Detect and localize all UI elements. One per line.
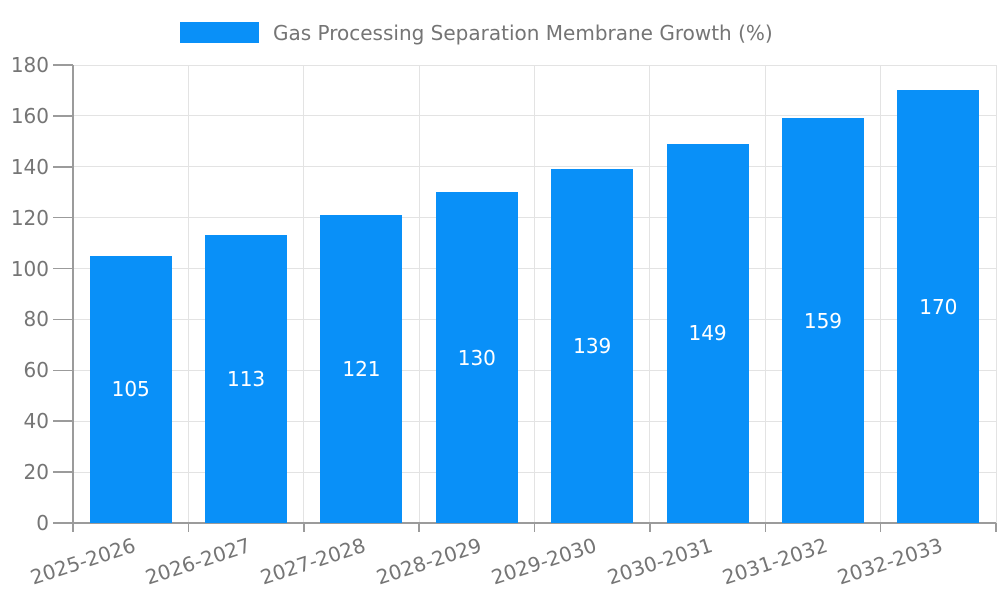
bar-value-label: 139 <box>573 334 612 359</box>
x-tick-label: 2025-2026 <box>27 533 139 590</box>
y-tick-label: 60 <box>23 358 49 383</box>
x-axis-tick <box>303 523 305 532</box>
x-gridline <box>534 65 535 523</box>
x-tick-label: 2027-2028 <box>257 533 369 590</box>
y-axis-tick <box>53 115 73 117</box>
y-axis-line <box>72 65 74 532</box>
bar-value-label: 105 <box>111 377 150 402</box>
x-axis-tick <box>187 523 190 532</box>
y-tick-label: 0 <box>36 511 49 535</box>
bar-value-label: 113 <box>226 367 266 392</box>
bar[interactable] <box>320 215 403 523</box>
bar-value-label: 149 <box>688 321 727 346</box>
y-axis-tick <box>53 522 73 524</box>
bar-value-label: 130 <box>457 345 496 370</box>
x-tick-label: 2030-2031 <box>603 533 715 590</box>
y-tick-label: 40 <box>23 409 49 434</box>
legend-item[interactable]: Gas Processing Separation Membrane Growt… <box>180 20 773 45</box>
x-gridline <box>880 65 882 523</box>
bar[interactable] <box>666 143 749 523</box>
x-gridline <box>303 65 305 523</box>
x-axis-tick <box>418 523 420 532</box>
legend-swatch <box>180 22 259 43</box>
bar[interactable] <box>205 235 288 523</box>
y-tick-label: 160 <box>10 103 49 128</box>
y-axis-tick <box>53 267 73 270</box>
y-axis-tick <box>53 420 73 422</box>
y-axis-tick <box>53 64 73 66</box>
y-tick-label: 100 <box>10 256 49 281</box>
x-tick-label: 2031-2032 <box>719 533 831 590</box>
x-gridline <box>995 65 997 523</box>
y-axis-tick <box>53 216 73 219</box>
x-axis-line <box>73 522 996 524</box>
y-tick-label: 120 <box>10 205 49 230</box>
bar-value-label: 121 <box>342 357 381 382</box>
x-gridline <box>764 65 766 523</box>
x-axis-tick <box>879 523 882 532</box>
y-tick-label: 80 <box>23 307 49 332</box>
x-axis-tick <box>649 523 651 532</box>
x-tick-label: 2028-2029 <box>373 533 485 590</box>
y-axis-tick <box>53 318 73 321</box>
x-axis-tick <box>995 523 997 532</box>
x-gridline <box>187 65 189 523</box>
x-axis-tick <box>533 523 536 532</box>
x-tick-label: 2029-2030 <box>488 533 600 590</box>
bar[interactable] <box>89 255 172 523</box>
y-axis-tick <box>53 471 73 473</box>
legend-label: Gas Processing Separation Membrane Growt… <box>273 20 773 45</box>
x-tick-label: 2032-2033 <box>834 533 946 590</box>
bar-value-label: 159 <box>803 308 843 333</box>
x-tick-label: 2026-2027 <box>142 533 254 590</box>
x-axis-tick <box>764 523 766 532</box>
y-axis-tick <box>53 369 73 372</box>
bar-value-label: 170 <box>919 294 958 319</box>
y-tick-label: 140 <box>10 154 49 179</box>
bar[interactable] <box>435 192 518 523</box>
bar[interactable] <box>781 118 864 523</box>
y-tick-label: 180 <box>10 53 49 77</box>
y-tick-label: 20 <box>23 460 49 485</box>
y-axis-tick <box>53 166 73 168</box>
bar[interactable] <box>551 169 634 523</box>
x-gridline <box>418 65 420 523</box>
x-gridline <box>649 65 651 523</box>
bar[interactable] <box>897 90 980 523</box>
